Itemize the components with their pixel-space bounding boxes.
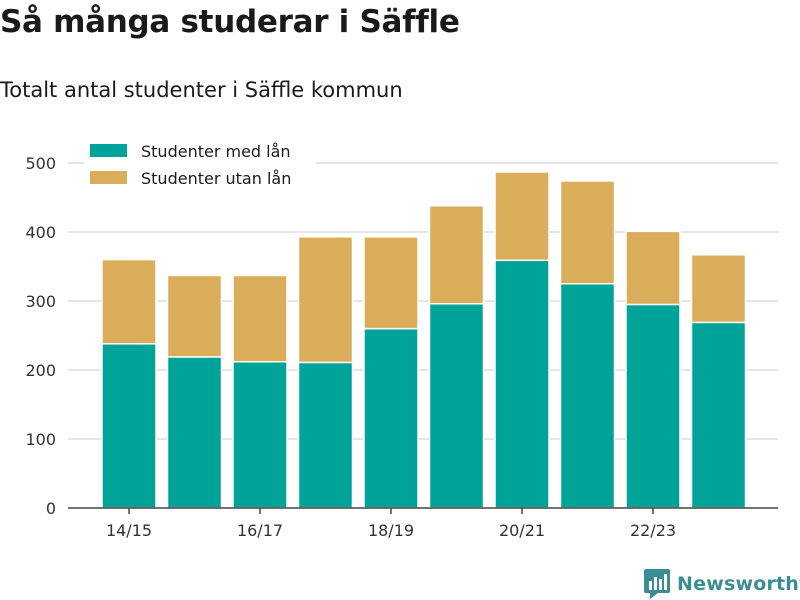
bar-med-lan bbox=[232, 360, 288, 509]
bar-utan-lan bbox=[232, 274, 288, 363]
y-tick-label: 200 bbox=[25, 361, 56, 380]
chart-subtitle: Totalt antal studenter i Säffle kommun bbox=[0, 78, 403, 102]
bar-utan-lan bbox=[559, 180, 616, 285]
bar-med-lan bbox=[690, 321, 747, 509]
bar-med-lan bbox=[363, 327, 419, 509]
bar-utan-lan bbox=[428, 205, 485, 305]
y-tick-label: 400 bbox=[25, 223, 56, 242]
bar-med-lan bbox=[166, 356, 223, 509]
legend-label: Studenter utan lån bbox=[141, 169, 291, 188]
bar-utan-lan bbox=[625, 230, 681, 306]
bar-utan-lan bbox=[363, 236, 419, 330]
bar-med-lan bbox=[559, 283, 616, 509]
bar-chart-speech-bubble-icon bbox=[644, 569, 670, 599]
bar-utan-lan bbox=[690, 254, 747, 324]
bar-utan-lan bbox=[297, 236, 354, 364]
legend: Studenter med lån Studenter utan lån bbox=[84, 139, 316, 191]
x-tick-label: 20/21 bbox=[499, 521, 545, 540]
legend-swatch bbox=[90, 144, 127, 157]
y-tick-label: 0 bbox=[46, 499, 56, 518]
bar-med-lan bbox=[297, 361, 354, 509]
newsworthy-logo: Newsworthy bbox=[644, 569, 800, 599]
x-tick-label: 22/23 bbox=[630, 521, 676, 540]
bar-utan-lan bbox=[101, 258, 157, 345]
x-tick-label: 18/19 bbox=[368, 521, 414, 540]
bar-med-lan bbox=[625, 303, 681, 509]
y-tick-label: 500 bbox=[25, 154, 56, 173]
legend-label: Studenter med lån bbox=[141, 142, 291, 161]
brand-name: Newsworthy bbox=[677, 573, 800, 595]
axes: 0 100 200 300 400 500 14/15 16/17 18/19 20/21 22/2… bbox=[25, 154, 778, 540]
legend-swatch bbox=[90, 171, 127, 184]
chart-title: Så många studerar i Säffle bbox=[0, 4, 460, 40]
y-tick-label: 100 bbox=[25, 430, 56, 449]
y-tick-label: 300 bbox=[25, 292, 56, 311]
bars bbox=[101, 171, 747, 509]
bar-med-lan bbox=[101, 343, 157, 509]
bar-utan-lan bbox=[494, 171, 550, 262]
stacked-bar-chart: 0 100 200 300 400 500 14/15 16/17 18/19 20/21 22/2… bbox=[25, 139, 778, 540]
bar-med-lan bbox=[494, 259, 550, 509]
bar-med-lan bbox=[428, 303, 485, 509]
x-tick-label: 16/17 bbox=[237, 521, 283, 540]
bar-utan-lan bbox=[166, 274, 223, 358]
x-tick-label: 14/15 bbox=[106, 521, 152, 540]
